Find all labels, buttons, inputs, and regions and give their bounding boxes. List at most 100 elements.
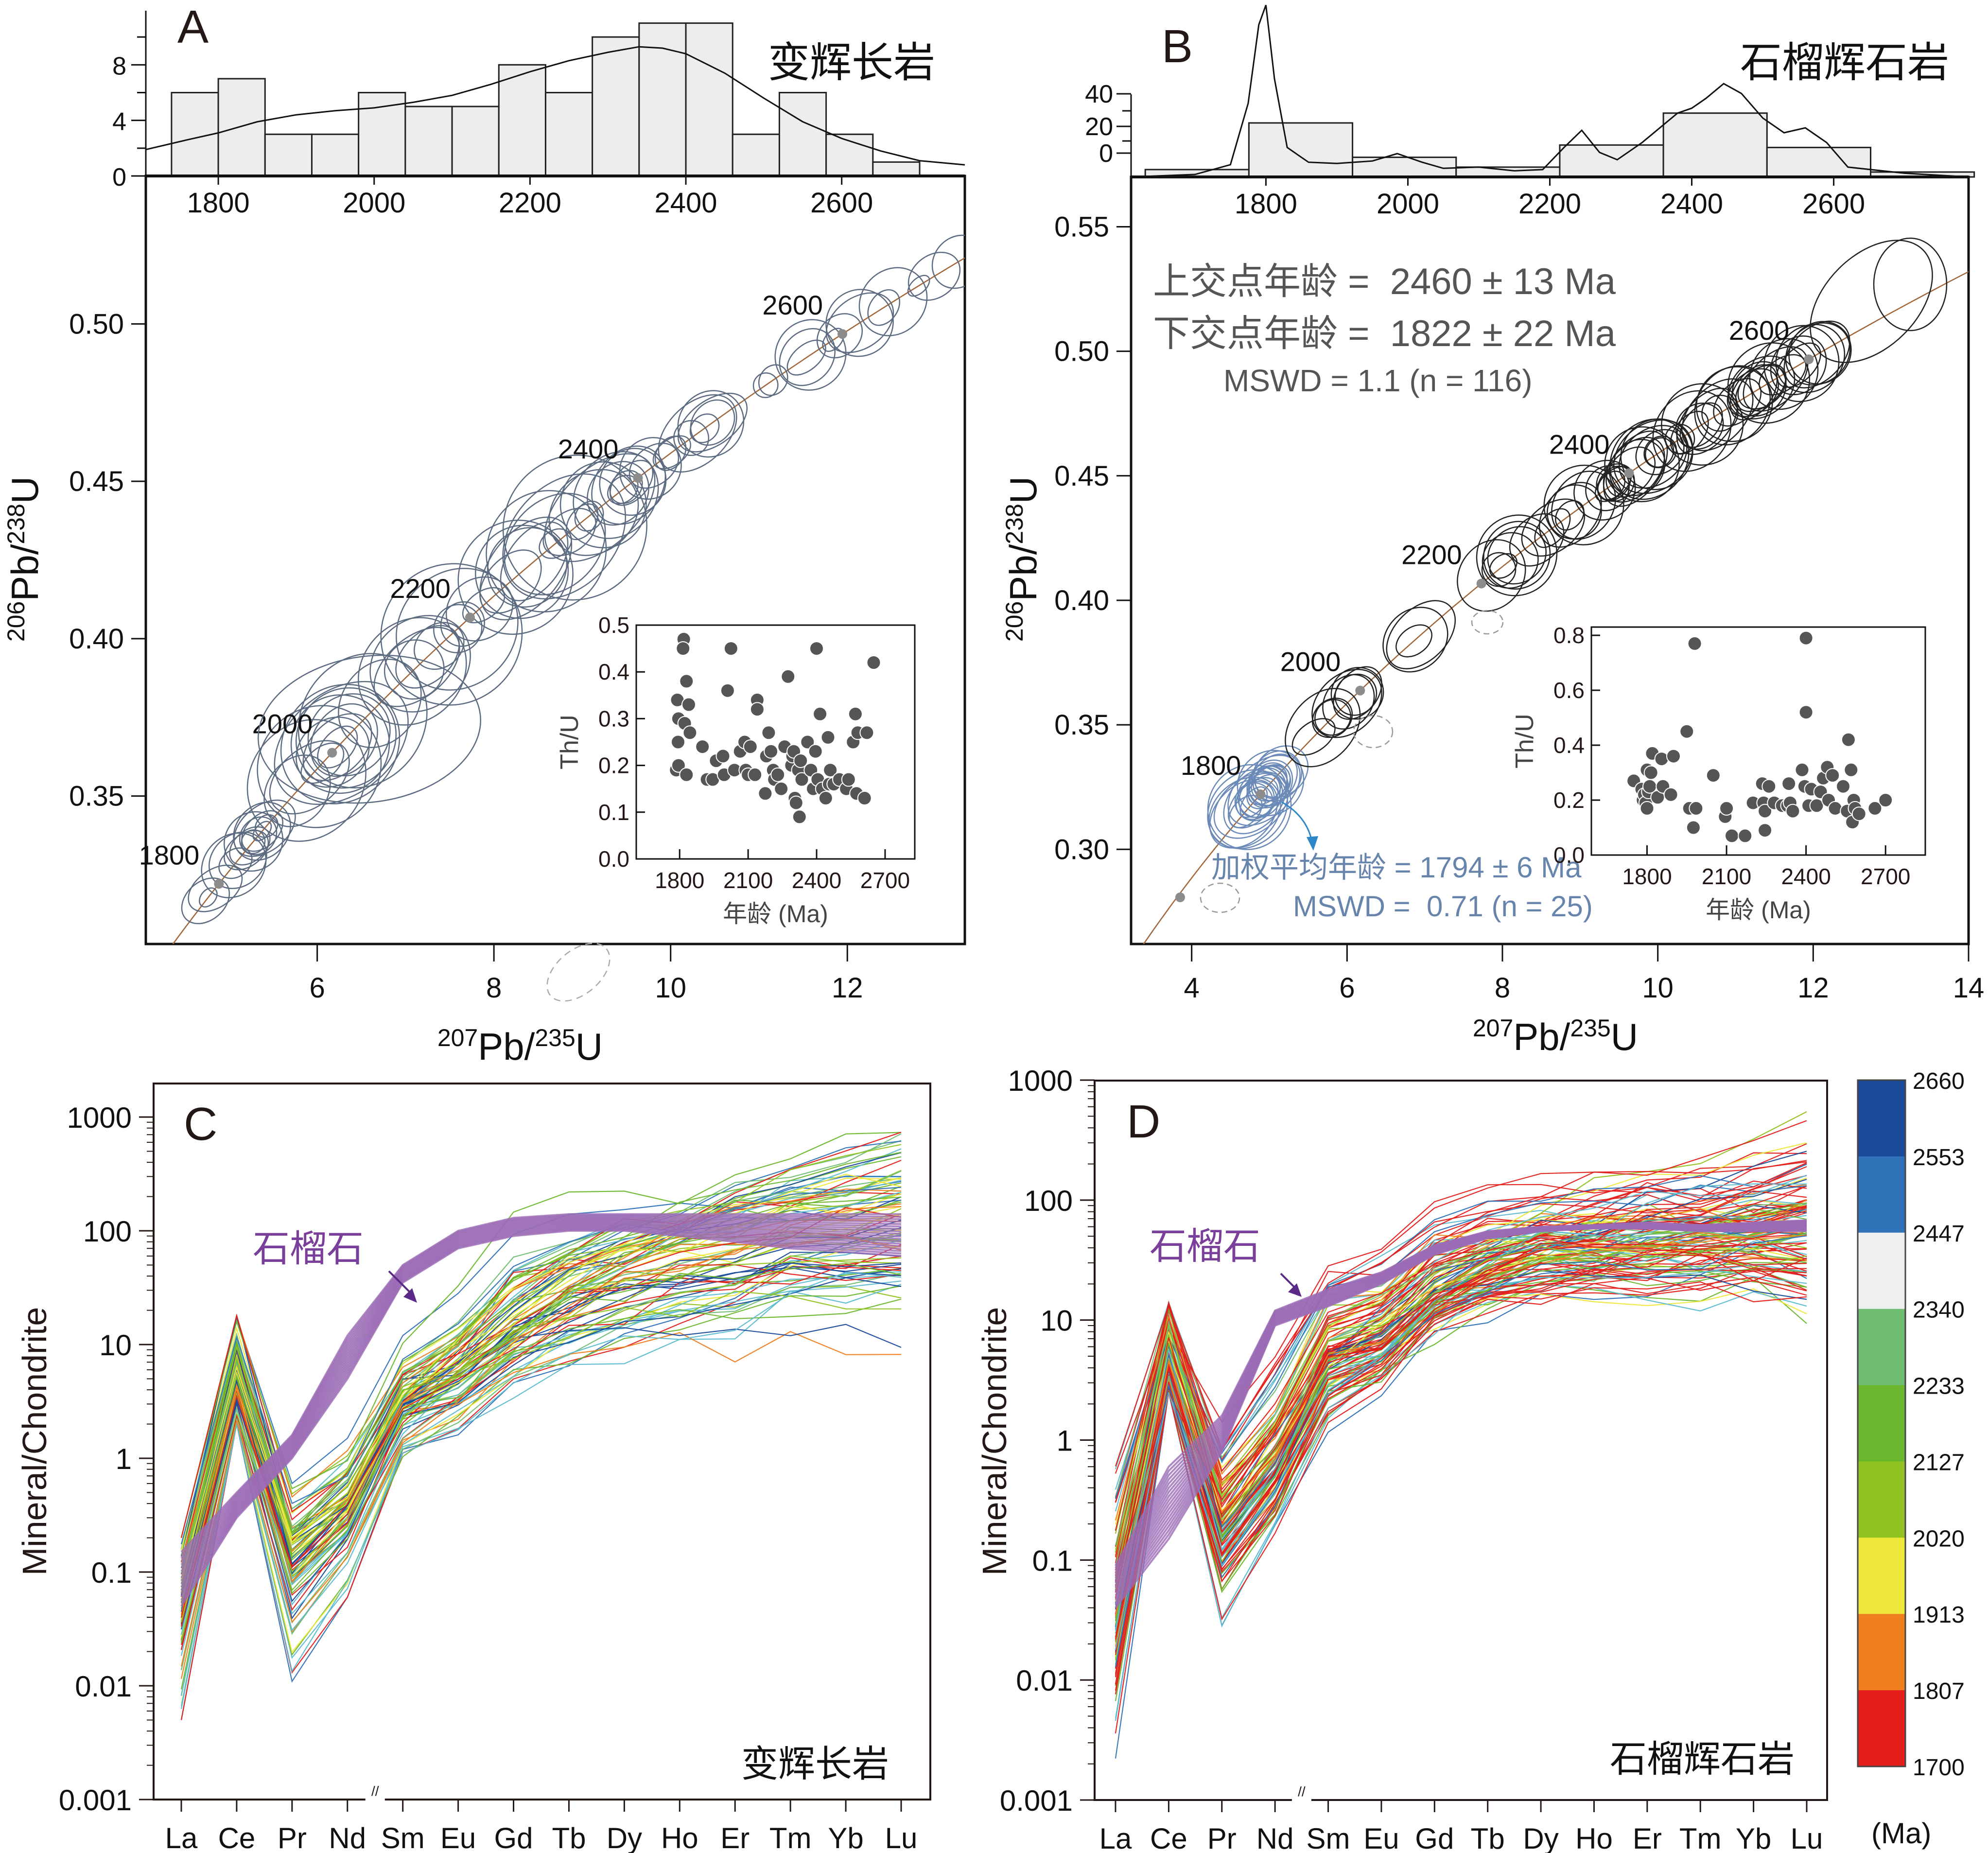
upper-intercept-text: 上交点年龄 = 2460 ± 13 Ma: [1153, 261, 1616, 302]
zircon-ree-pattern: [1115, 1199, 1807, 1521]
inset-y-tick-label: 0.5: [598, 612, 629, 638]
panel-label-b: B: [1162, 20, 1193, 72]
zircon-ree-pattern: [180, 1132, 902, 1538]
x-tick-label: 12: [1797, 972, 1829, 1004]
garnet-label-d: 石榴石: [1150, 1226, 1260, 1267]
thu-point: [1828, 801, 1843, 816]
zircon-ree-pattern: [1115, 1264, 1807, 1629]
concordia-age-point: [1175, 892, 1185, 902]
thu-point: [1841, 732, 1856, 747]
zircon-ree-pattern: [180, 1331, 902, 1598]
thu-point: [682, 725, 698, 740]
error-ellipse: [1334, 673, 1378, 716]
error-ellipse: [1635, 429, 1685, 475]
ree-x-tick-label: Dy: [1523, 1822, 1558, 1853]
discordant-ellipse: [546, 943, 610, 1002]
colorbar-segment: [1858, 1385, 1905, 1462]
inset-y-tick-label: 0.0: [598, 846, 629, 872]
rock-label-d: 石榴辉石岩: [1610, 1739, 1795, 1780]
concordia-age-point: [1804, 354, 1814, 365]
zircon-ree-pattern: [1115, 1120, 1807, 1582]
zircon-ree-pattern: [180, 1173, 902, 1582]
hist-x-tick-label: 2400: [655, 187, 717, 219]
thu-point: [1725, 828, 1739, 843]
y-tick-label: 0.50: [69, 308, 124, 340]
thu-point: [1666, 749, 1681, 764]
error-ellipse: [1749, 338, 1819, 410]
error-ellipse: [1386, 600, 1456, 669]
concordia-age-label: 2600: [762, 290, 823, 320]
thu-point: [1654, 752, 1669, 767]
ree-x-tick-label: Nd: [1256, 1822, 1294, 1853]
inset-ylabel: Th/U: [1511, 714, 1539, 769]
thu-point: [859, 725, 874, 740]
error-ellipse: [752, 372, 779, 399]
axis-break-gap: [365, 1797, 385, 1802]
axis-break-gap: [1291, 1797, 1311, 1803]
inset-x-tick-label: 2700: [1861, 864, 1910, 889]
error-ellipse: [677, 390, 745, 458]
x-tick-label: 10: [655, 972, 686, 1004]
thu-point: [1878, 793, 1893, 807]
thu-point: [1643, 765, 1658, 780]
error-ellipse: [690, 399, 735, 446]
thu-point: [1785, 804, 1800, 819]
error-ellipse: [199, 887, 218, 908]
error-ellipse: [1457, 539, 1526, 612]
thu-point: [1851, 806, 1866, 822]
ree-x-tick-label: Nd: [329, 1822, 366, 1853]
error-ellipse-outlier: [1873, 237, 1948, 332]
garnet-ree-pattern: [1115, 1219, 1807, 1566]
thu-point: [1706, 768, 1721, 783]
zircon-ree-pattern: [1115, 1164, 1807, 1499]
error-ellipse: [233, 802, 291, 861]
thu-point: [857, 790, 872, 805]
thu-point: [823, 763, 838, 778]
ree-x-tick-label: Er: [1633, 1822, 1662, 1853]
thu-point: [800, 734, 815, 750]
inset-xlabel: 年龄 (Ma): [1706, 896, 1811, 924]
histogram-bar: [544, 92, 593, 177]
ree-y-tick-label: 0.001: [59, 1784, 132, 1817]
inset-x-tick-label: 1800: [1622, 864, 1672, 889]
thu-point: [1825, 768, 1840, 783]
hist-x-tick-label: 2600: [1802, 188, 1865, 220]
panel-label-c: C: [184, 1098, 217, 1150]
inset-xlabel: 年龄 (Ma): [723, 900, 828, 927]
thu-point: [1639, 801, 1655, 816]
ree-x-tick-label: Ho: [661, 1822, 698, 1853]
thu-point: [676, 641, 691, 656]
error-ellipse: [369, 615, 471, 713]
thu-point: [1719, 801, 1734, 816]
error-ellipse: [566, 503, 599, 541]
zircon-ree-pattern: [180, 1272, 902, 1696]
y-tick-label: 0.35: [69, 781, 124, 812]
inset-x-tick-label: 1800: [655, 868, 704, 893]
error-ellipse: [619, 437, 682, 500]
concordia-plot-b: 1800 2000 2200 2400 2600 4 6 8 10 12 14 0.30 0.35 0.4…: [1054, 211, 1984, 1004]
histogram-bar: [1766, 146, 1871, 178]
ree-x-tick-label: Gd: [1415, 1822, 1454, 1853]
ree-y-tick-label: 0.001: [1000, 1784, 1073, 1817]
thu-point: [1689, 801, 1704, 816]
error-ellipse: [786, 339, 826, 376]
panel-d: La Ce Pr Nd Sm Eu Gd Tb Dy Ho Er Tm Yb Lu // 0.001 0.01 0…: [976, 1065, 1828, 1853]
thu-point: [1738, 828, 1753, 843]
thu-point: [671, 734, 685, 750]
lower-intercept-text: 下交点年龄 = 1822 ± 22 Ma: [1153, 313, 1616, 354]
error-ellipse: [479, 549, 542, 614]
error-ellipse: [395, 625, 460, 689]
panel-label-d: D: [1127, 1096, 1160, 1148]
zircon-ree-pattern: [180, 1256, 902, 1641]
thu-point: [793, 753, 808, 768]
zircon-ree-pattern: [1115, 1243, 1807, 1655]
hist-y-tick-label: 4: [112, 108, 126, 136]
zircon-ree-pattern: [180, 1246, 902, 1706]
zircon-ree-pattern: [180, 1187, 902, 1545]
hist-x-tick-label: 1800: [187, 187, 250, 219]
ree-y-tick-label: 100: [1024, 1185, 1073, 1217]
ree-x-tick-label: Pr: [278, 1822, 307, 1853]
ree-x-tick-label: Yb: [828, 1822, 863, 1853]
histogram-bar: [311, 133, 360, 177]
ree-x-tick-label: Tm: [769, 1822, 812, 1853]
